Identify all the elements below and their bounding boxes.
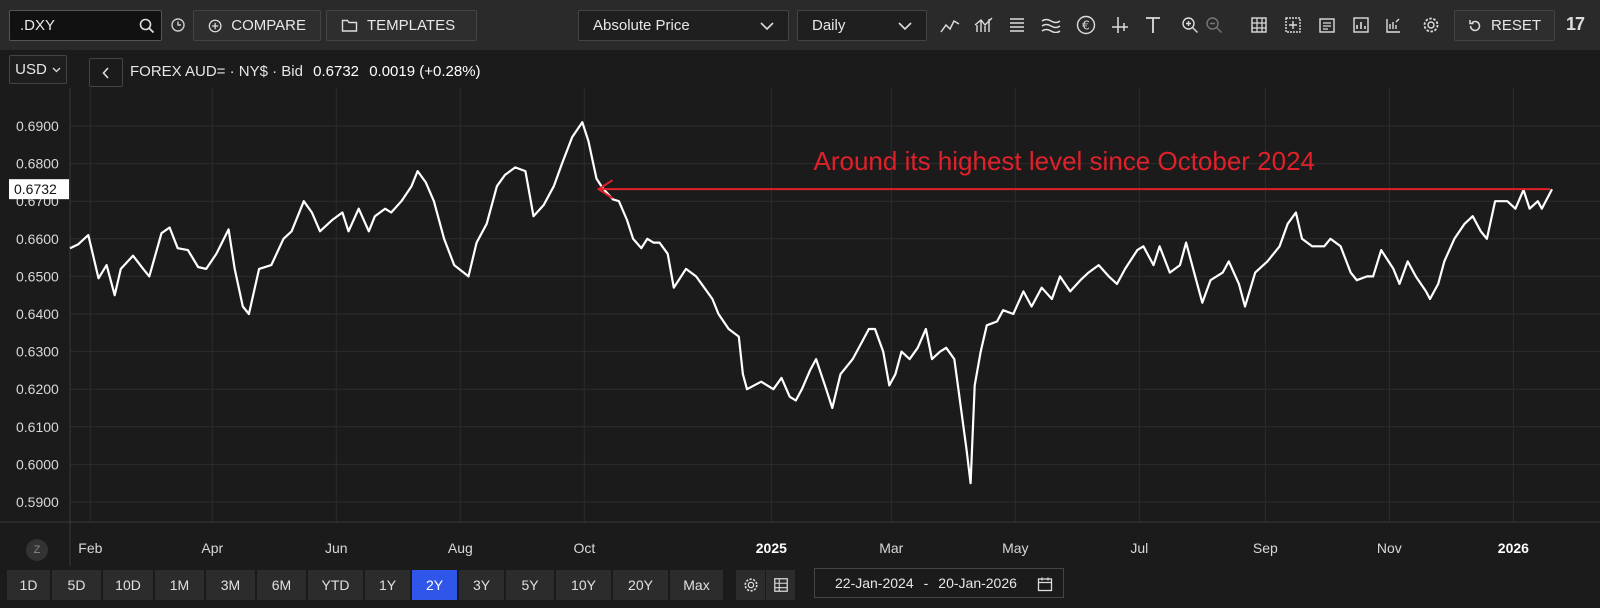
y-tick-label: 0.6500 xyxy=(16,268,59,284)
reset-icon xyxy=(1469,19,1481,31)
date-separator: - xyxy=(923,575,929,591)
range-button-1y[interactable]: 1Y xyxy=(365,570,411,600)
bar-chart-icon[interactable] xyxy=(973,14,995,36)
y-tick-label: 0.6200 xyxy=(16,381,59,397)
y-tick-label: 0.6000 xyxy=(16,456,59,472)
back-button[interactable] xyxy=(89,58,123,87)
templates-button[interactable]: TEMPLATES xyxy=(326,10,477,41)
compare-label: COMPARE xyxy=(231,17,306,34)
crosshair-icon[interactable] xyxy=(1109,14,1131,36)
symbol-input[interactable]: .DXY xyxy=(9,10,162,41)
chevron-down-icon xyxy=(898,21,912,30)
y-tick-label: 0.6900 xyxy=(16,118,59,134)
currency-dropdown[interactable]: USD xyxy=(9,55,67,84)
annotation-text: Around its highest level since October 2… xyxy=(814,146,1316,176)
price-chart[interactable]: 0.69000.68000.67000.66000.65000.64000.63… xyxy=(0,88,1600,566)
add-panel-icon[interactable] xyxy=(1282,14,1304,36)
range-button-3m[interactable]: 3M xyxy=(206,570,256,600)
wave-icon[interactable] xyxy=(1040,14,1062,36)
table-icon xyxy=(773,578,788,592)
reset-label: RESET xyxy=(1491,17,1542,34)
last-value-label: 0.6732 xyxy=(14,181,57,197)
range-button-10y[interactable]: 10Y xyxy=(556,570,612,600)
range-button-5d[interactable]: 5D xyxy=(52,570,102,600)
last-value-marker xyxy=(9,179,69,200)
x-tick-label: Jun xyxy=(325,540,348,556)
symbol-value: .DXY xyxy=(20,17,56,34)
instrument-info: FOREX AUD= · NY$ · Bid 0.6732 0.0019 (+0… xyxy=(130,63,481,80)
line-chart-icon[interactable] xyxy=(939,14,961,36)
date-end: 20-Jan-2026 xyxy=(938,575,1017,591)
x-tick-label: Apr xyxy=(201,540,223,556)
gear-icon xyxy=(743,578,758,592)
price-change: 0.0019 (+0.28%) xyxy=(369,63,481,80)
y-tick-label: 0.6100 xyxy=(16,419,59,435)
last-price: 0.6732 xyxy=(313,63,360,80)
price-line xyxy=(69,121,1553,485)
export-icon[interactable] xyxy=(1382,14,1404,36)
date-range-picker[interactable]: 22-Jan-2024 - 20-Jan-2026 xyxy=(814,568,1064,598)
range-button-20y[interactable]: 20Y xyxy=(613,570,669,600)
table-icon[interactable] xyxy=(1248,14,1270,36)
range-button-ytd[interactable]: YTD xyxy=(308,570,364,600)
chevron-down-icon xyxy=(52,67,61,72)
date-start: 22-Jan-2024 xyxy=(835,575,914,591)
list-icon[interactable] xyxy=(1006,14,1028,36)
gear-icon[interactable] xyxy=(1420,14,1442,36)
search-icon[interactable] xyxy=(139,18,155,34)
zoom-out-icon[interactable] xyxy=(1203,14,1225,36)
zoom-in-icon[interactable] xyxy=(1179,14,1201,36)
svg-text:€: € xyxy=(1082,19,1090,33)
x-tick-label: Feb xyxy=(78,540,102,556)
data-table-button[interactable] xyxy=(766,570,795,600)
euro-icon[interactable]: € xyxy=(1075,14,1097,36)
compare-button[interactable]: COMPARE xyxy=(193,10,321,41)
range-bar: 1D 5D 10D 1M 3M 6M YTD 1Y 2Y 3Y 5Y 10Y 20Y Max xyxy=(0,566,1600,608)
instrument-name: FOREX AUD= · NY$ · Bid xyxy=(130,63,303,80)
add-circle-icon xyxy=(208,19,222,32)
x-tick-label: Jul xyxy=(1130,540,1148,556)
templates-label: TEMPLATES xyxy=(367,17,456,34)
range-settings-button[interactable] xyxy=(736,570,765,600)
y-tick-label: 0.6800 xyxy=(16,156,59,172)
save-layout-icon[interactable] xyxy=(1316,14,1338,36)
tradingview-logo: 17 xyxy=(1566,14,1585,34)
top-toolbar: .DXY COMPARE TEMPLATES Absolute Price Da… xyxy=(0,0,1600,50)
x-tick-label: Mar xyxy=(879,540,903,556)
x-tick-label: Aug xyxy=(448,540,473,556)
y-tick-label: 0.6300 xyxy=(16,344,59,360)
zoom-reset-button[interactable]: Z xyxy=(26,539,48,561)
calendar-icon[interactable] xyxy=(1037,576,1053,592)
range-button-5y[interactable]: 5Y xyxy=(506,570,555,600)
x-tick-label: May xyxy=(1002,540,1028,556)
range-button-max[interactable]: Max xyxy=(670,570,724,600)
text-tool-icon[interactable] xyxy=(1142,14,1164,36)
chevron-down-icon xyxy=(760,21,774,30)
clock-icon[interactable] xyxy=(170,17,186,33)
x-tick-label: 2025 xyxy=(756,540,787,556)
range-button-10d[interactable]: 10D xyxy=(103,570,154,600)
indicator-icon[interactable] xyxy=(1350,14,1372,36)
range-button-1d[interactable]: 1D xyxy=(7,570,51,600)
range-button-6m[interactable]: 6M xyxy=(257,570,307,600)
reset-button[interactable]: RESET xyxy=(1454,10,1555,41)
price-mode-dropdown[interactable]: Absolute Price xyxy=(578,10,789,41)
interval-dropdown[interactable]: Daily xyxy=(797,10,927,41)
range-button-1m[interactable]: 1M xyxy=(155,570,205,600)
x-tick-label: 2026 xyxy=(1498,540,1529,556)
x-tick-label: Oct xyxy=(573,540,595,556)
price-mode-value: Absolute Price xyxy=(593,17,690,34)
annotation-arrowhead xyxy=(596,179,614,200)
x-tick-label: Sep xyxy=(1253,540,1278,556)
y-tick-label: 0.6600 xyxy=(16,231,59,247)
range-button-3y[interactable]: 3Y xyxy=(459,570,505,600)
currency-value: USD xyxy=(15,61,47,78)
y-tick-label: 0.5900 xyxy=(16,494,59,510)
chevron-left-icon xyxy=(102,66,109,79)
folder-icon xyxy=(341,19,358,32)
y-tick-label: 0.6400 xyxy=(16,306,59,322)
range-button-2y[interactable]: 2Y xyxy=(412,570,458,600)
x-tick-label: Nov xyxy=(1377,540,1402,556)
interval-value: Daily xyxy=(812,17,846,34)
